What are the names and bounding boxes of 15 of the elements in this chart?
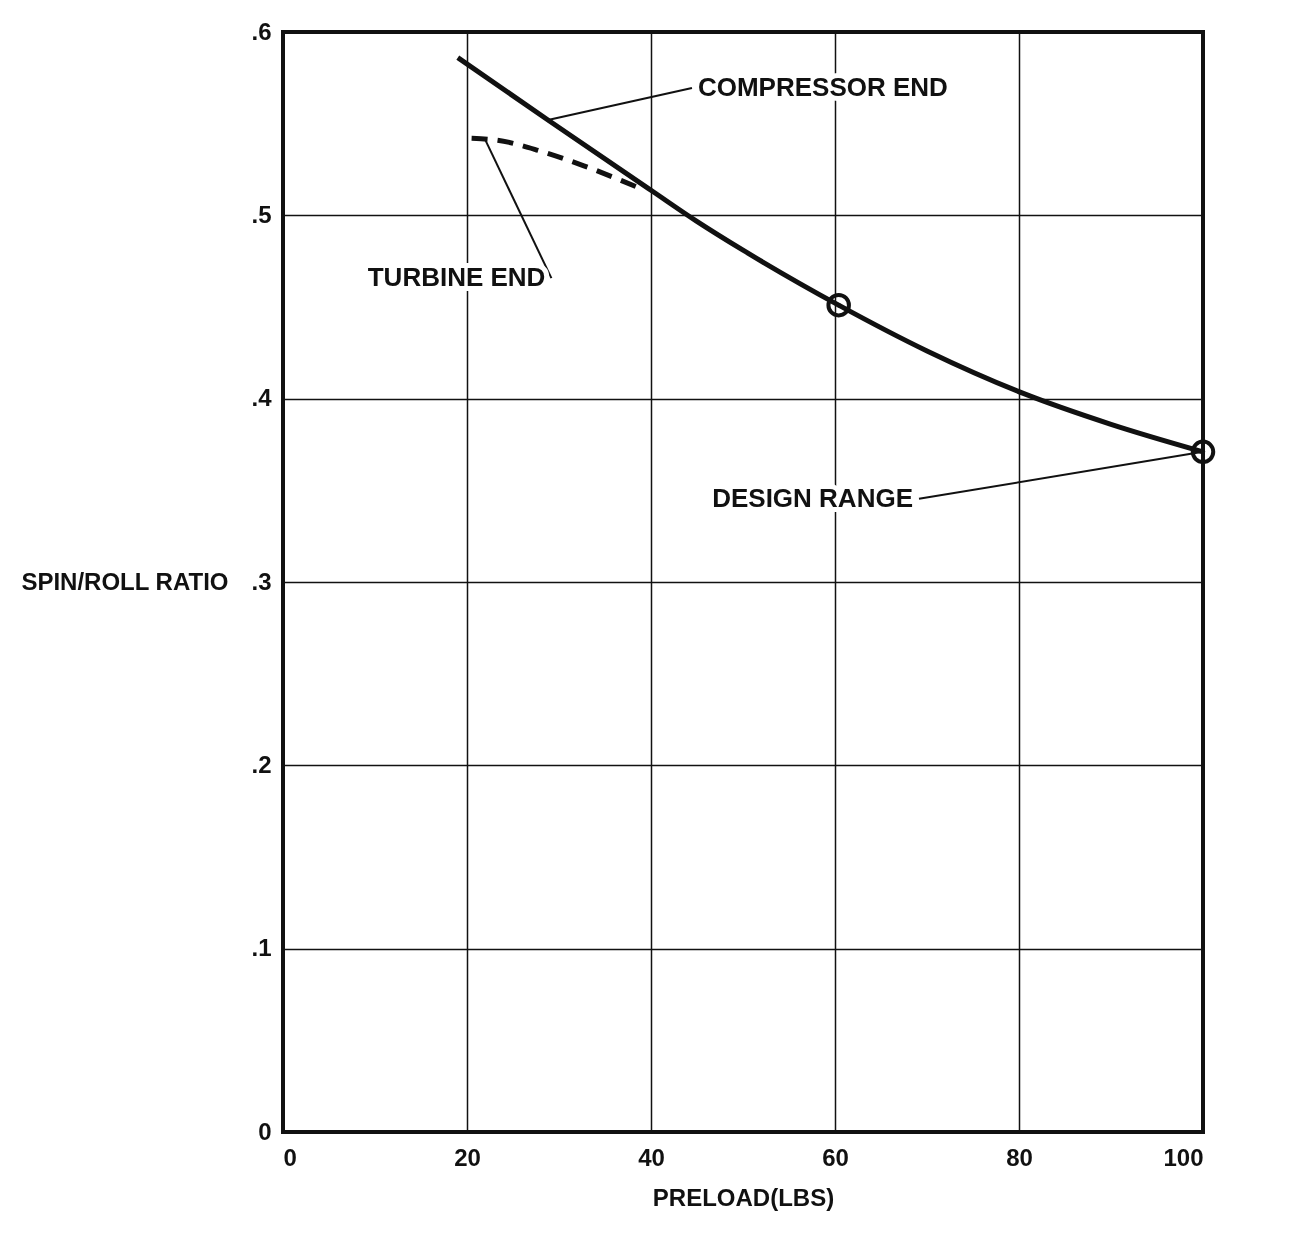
y-axis-title: SPIN/ROLL RATIO	[21, 567, 229, 595]
x-tick-label: 100	[1163, 1143, 1204, 1171]
x-tick-label: 40	[638, 1143, 665, 1171]
x-tick-label: 0	[283, 1143, 297, 1171]
y-tick-label: 0	[258, 1117, 272, 1145]
y-tick-label: .5	[251, 200, 272, 228]
x-tick-label: 80	[1006, 1143, 1033, 1171]
y-tick-label: .4	[251, 384, 273, 412]
y-tick-label: .1	[251, 934, 272, 962]
x-axis-title: PRELOAD(LBS)	[652, 1183, 835, 1211]
y-tick-label: .2	[251, 750, 272, 778]
x-tick-label: 60	[822, 1143, 849, 1171]
y-tick-label: .3	[251, 567, 272, 595]
x-tick-label: 20	[454, 1143, 481, 1171]
y-tick-label: .6	[251, 17, 272, 45]
